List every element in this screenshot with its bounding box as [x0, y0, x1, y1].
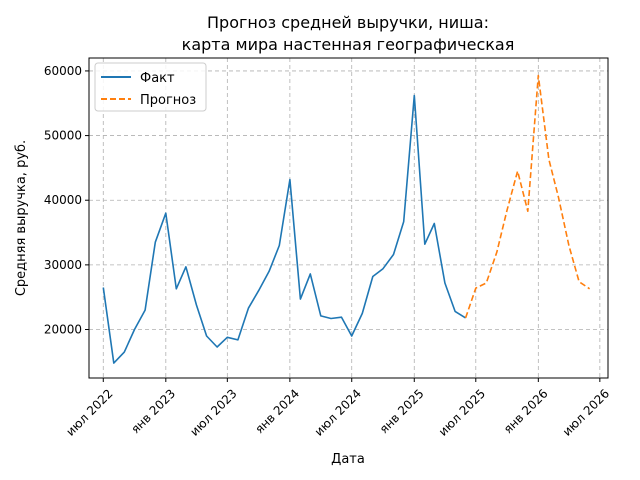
y-tick-label: 20000	[44, 323, 82, 337]
x-tick-label: янв 2025	[377, 386, 427, 436]
x-tick-label: июл 2026	[560, 386, 612, 438]
y-tick-label: 40000	[44, 193, 82, 207]
x-tick-label: июл 2025	[436, 386, 488, 438]
y-axis-label: Средняя выручка, руб.	[14, 140, 29, 296]
series-layer	[102, 74, 591, 364]
x-axis-ticks: июл 2022 янв 2023 июл 2023 янв 2024 июл 2024…	[63, 378, 612, 439]
x-tick-label: янв 2026	[501, 386, 551, 436]
x-tick-label: июл 2024	[312, 386, 364, 438]
legend-label-forecast: Прогноз	[140, 93, 196, 108]
chart-title-line1: Прогноз средней выручки, ниша:	[207, 13, 489, 32]
x-axis-label: Дата	[331, 452, 365, 467]
y-tick-label: 30000	[44, 258, 82, 272]
plot-area-frame	[88, 57, 609, 379]
series-line-forecast	[464, 74, 591, 319]
x-tick-label: янв 2024	[252, 386, 302, 436]
series-line-fact	[102, 94, 467, 364]
y-axis-ticks: 20000 30000 40000 50000 60000	[44, 64, 89, 337]
y-tick-label: 50000	[44, 129, 82, 143]
x-tick-label: янв 2023	[128, 386, 178, 436]
y-tick-label: 60000	[44, 64, 82, 78]
legend-label-fact: Факт	[140, 71, 175, 86]
grid	[89, 58, 608, 378]
x-tick-label: июл 2023	[187, 386, 239, 438]
chart-title-line2: карта мира настенная географическая	[182, 35, 515, 54]
legend: Факт Прогноз	[94, 62, 207, 112]
x-tick-label: июл 2022	[63, 386, 115, 438]
